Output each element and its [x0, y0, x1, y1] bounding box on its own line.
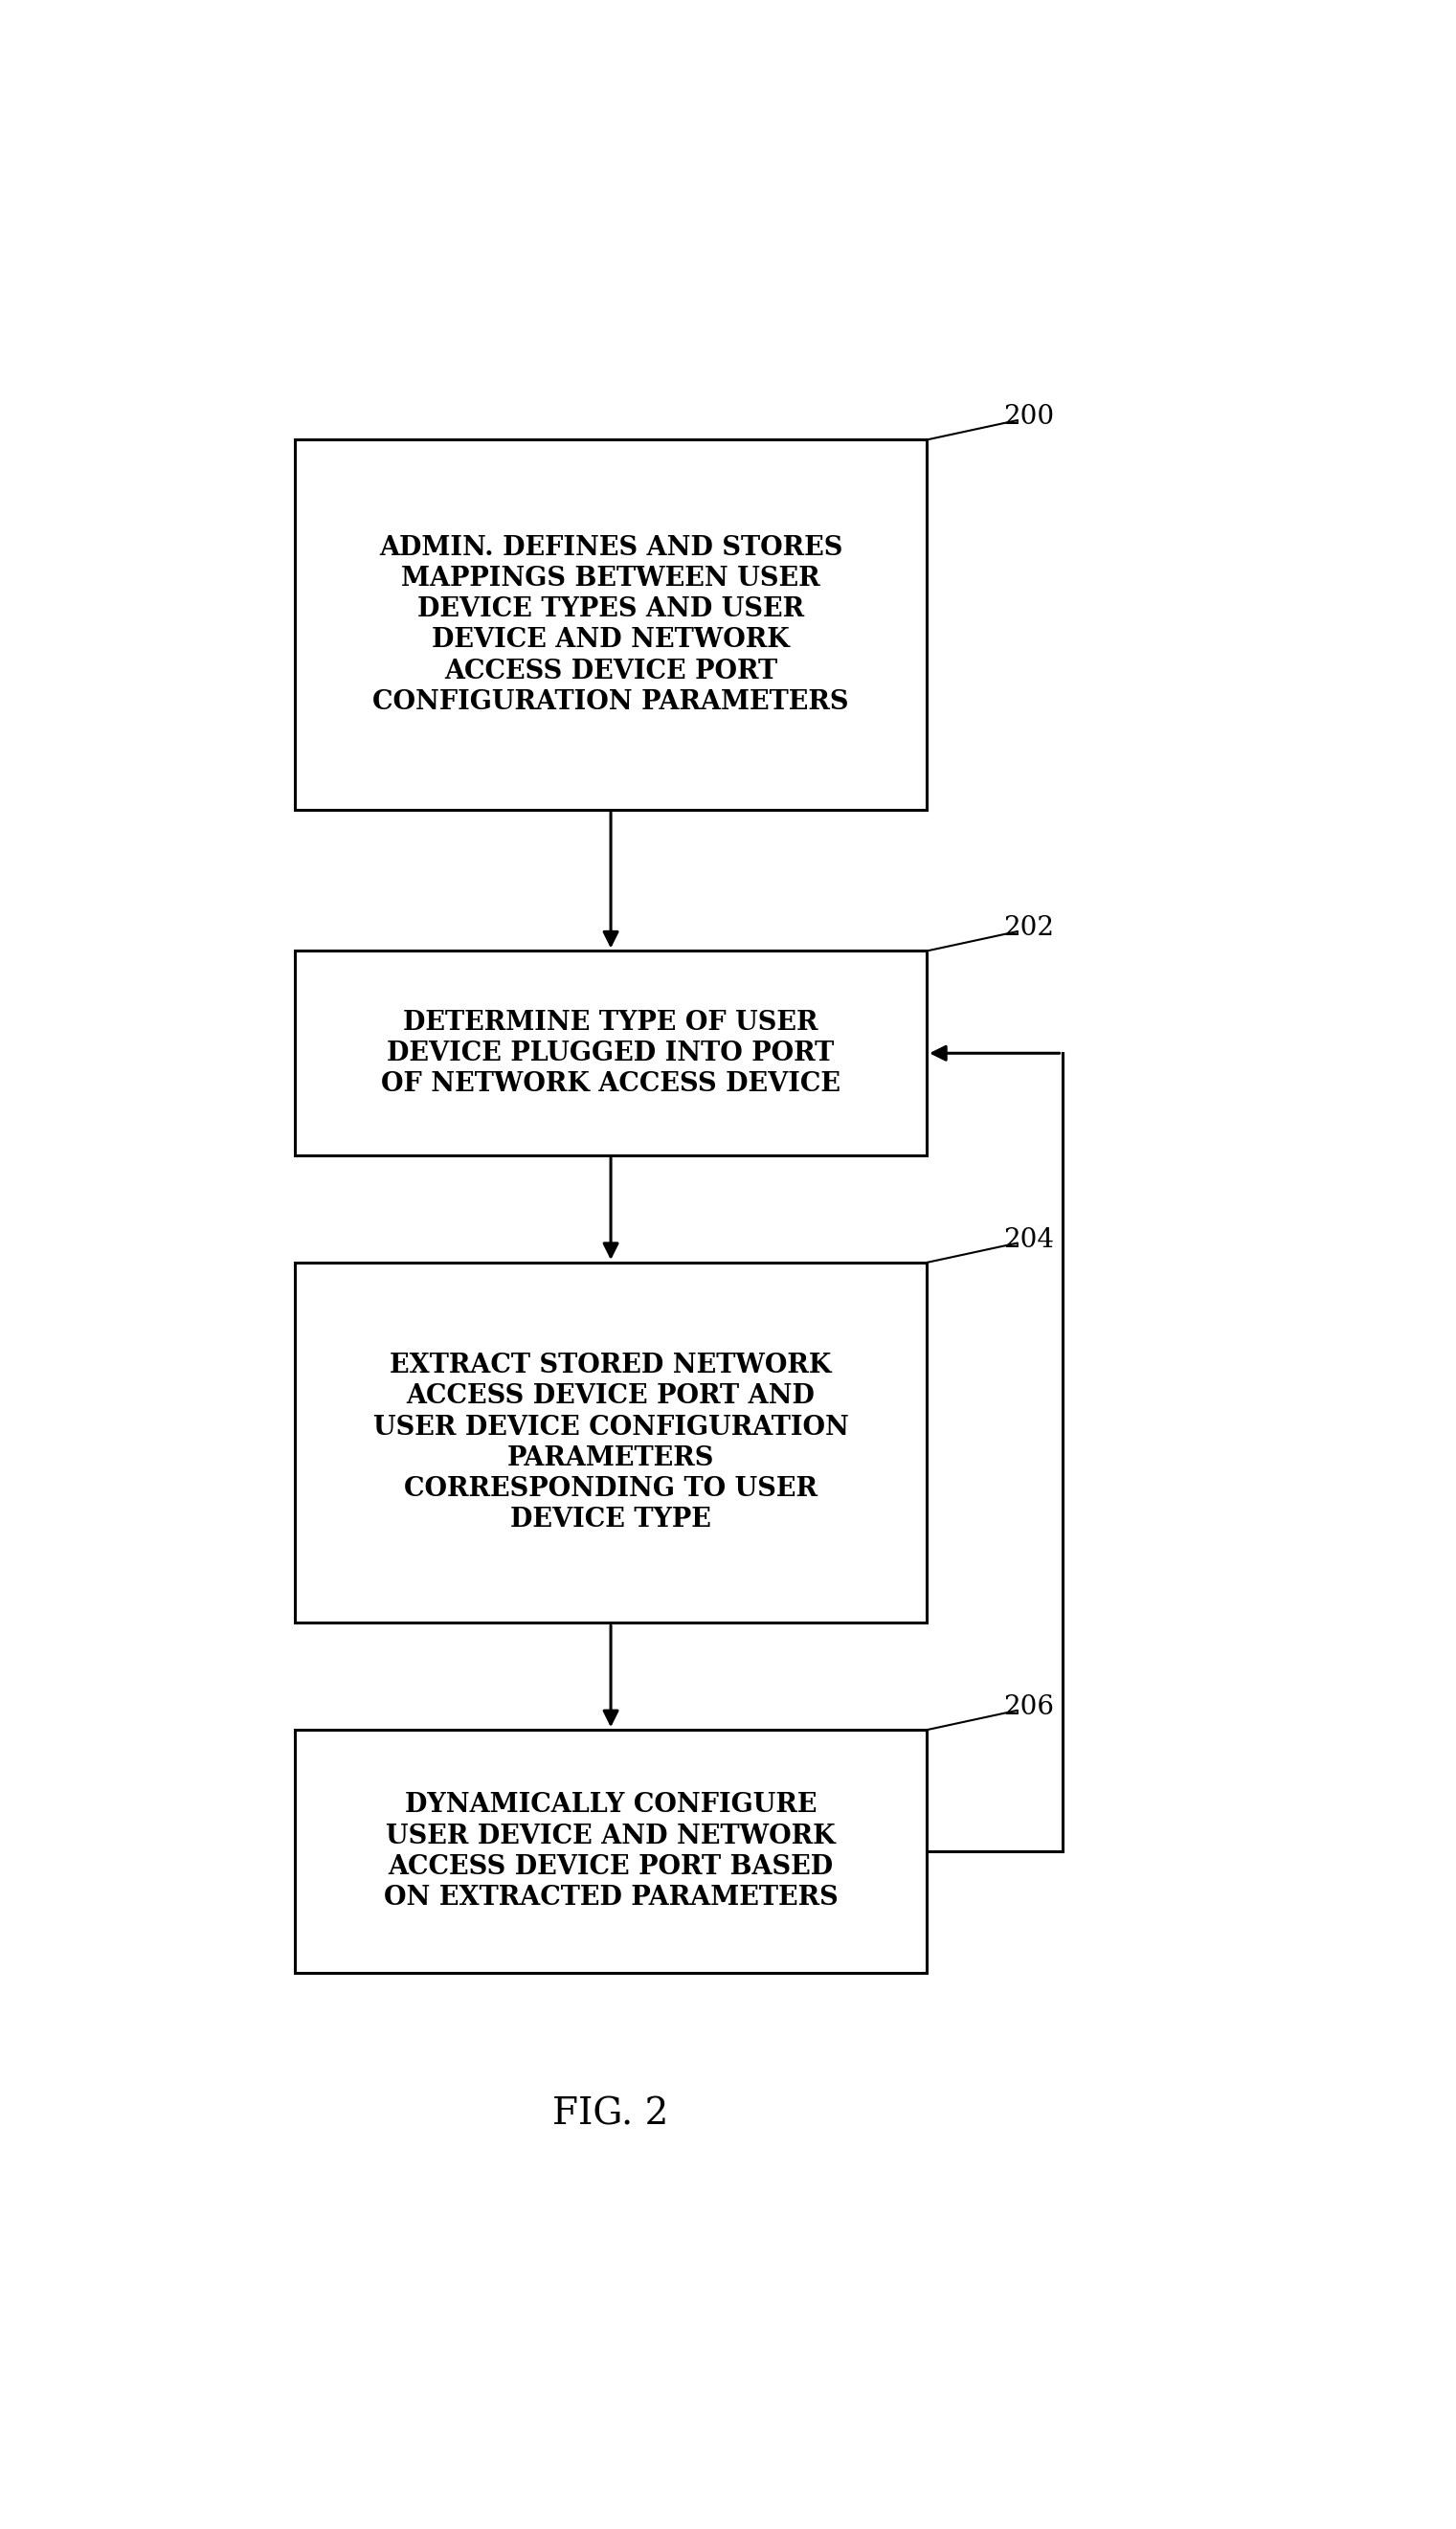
Text: 204: 204 — [1003, 1227, 1054, 1252]
Text: DETERMINE TYPE OF USER
DEVICE PLUGGED INTO PORT
OF NETWORK ACCESS DEVICE: DETERMINE TYPE OF USER DEVICE PLUGGED IN… — [381, 1009, 840, 1098]
Bar — [294, 951, 927, 1156]
Text: EXTRACT STORED NETWORK
ACCESS DEVICE PORT AND
USER DEVICE CONFIGURATION
PARAMETE: EXTRACT STORED NETWORK ACCESS DEVICE POR… — [373, 1353, 849, 1533]
Text: 202: 202 — [1003, 915, 1054, 941]
Text: 206: 206 — [1003, 1694, 1054, 1720]
Bar — [294, 1262, 927, 1624]
Text: 200: 200 — [1003, 405, 1054, 430]
Text: FIG. 2: FIG. 2 — [553, 2097, 668, 2132]
Text: ADMIN. DEFINES AND STORES
MAPPINGS BETWEEN USER
DEVICE TYPES AND USER
DEVICE AND: ADMIN. DEFINES AND STORES MAPPINGS BETWE… — [373, 534, 849, 716]
Bar — [294, 1730, 927, 1973]
Bar — [294, 440, 927, 809]
Text: DYNAMICALLY CONFIGURE
USER DEVICE AND NETWORK
ACCESS DEVICE PORT BASED
ON EXTRAC: DYNAMICALLY CONFIGURE USER DEVICE AND NE… — [383, 1793, 839, 1912]
